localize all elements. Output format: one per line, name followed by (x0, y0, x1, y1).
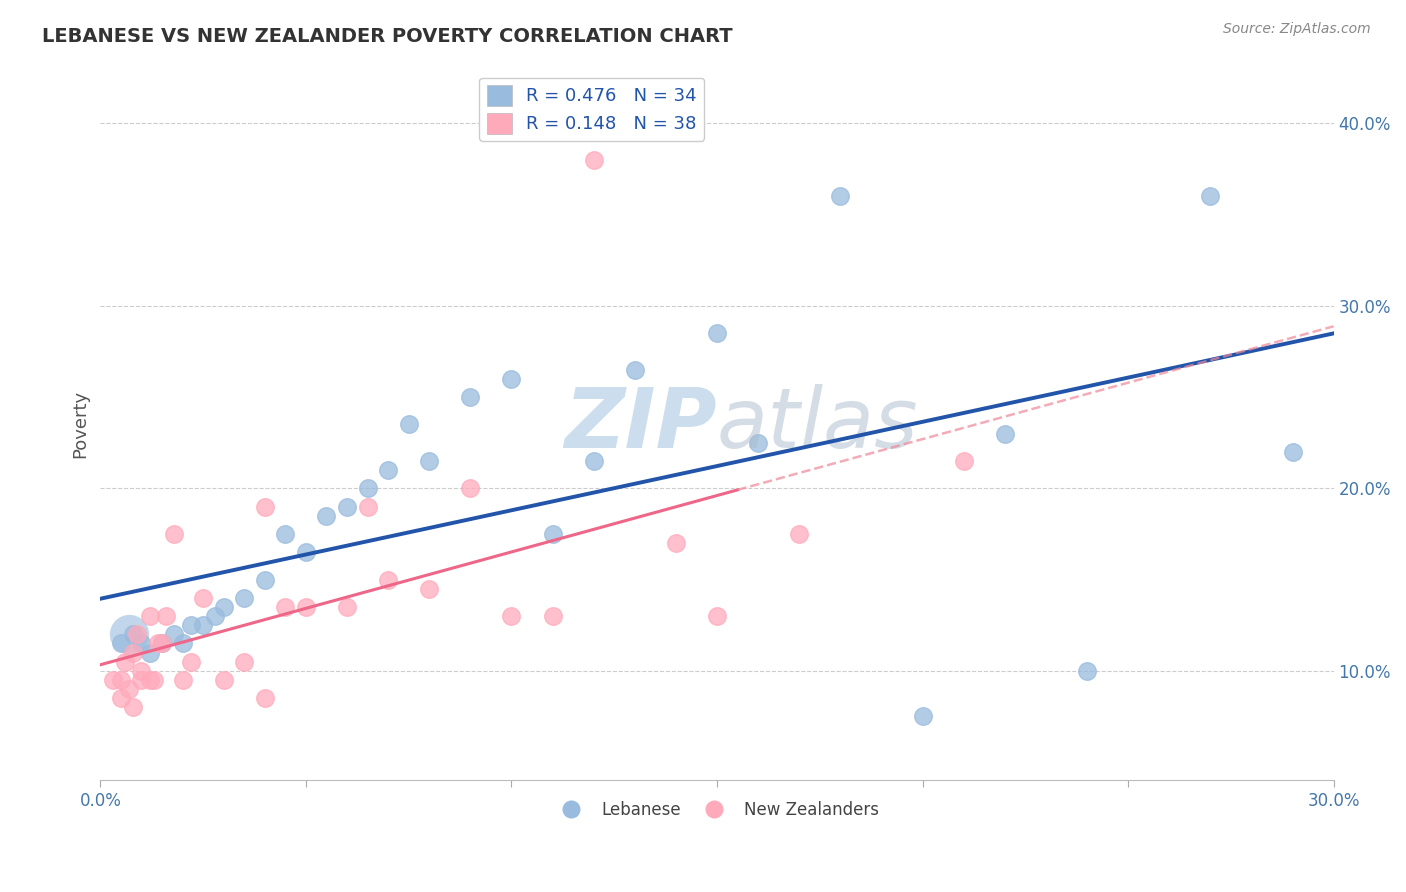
Point (253, 573, 276, 587)
Point (212, 673, 235, 687)
Point (398, 417, 420, 432)
Point (830, 189, 852, 203)
Point (180, 618, 202, 632)
Point (118, 627, 141, 641)
Point (377, 573, 399, 587)
Point (336, 599, 359, 614)
Point (501, 372, 523, 386)
Point (747, 435, 769, 450)
Text: ZIP: ZIP (564, 384, 717, 465)
Point (706, 609, 728, 624)
Point (460, 481, 482, 495)
Point (315, 508, 337, 523)
Point (131, 636, 153, 650)
Point (131, 664, 153, 678)
Text: atlas: atlas (717, 384, 918, 465)
Point (233, 655, 256, 669)
Point (212, 599, 235, 614)
Point (253, 691, 276, 706)
Point (114, 655, 136, 669)
Point (418, 454, 440, 468)
Legend: Lebanese, New Zealanders: Lebanese, New Zealanders (548, 794, 886, 825)
Point (122, 646, 145, 660)
Point (204, 609, 226, 624)
Point (150, 636, 173, 650)
Point (122, 700, 145, 714)
Text: Source: ZipAtlas.com: Source: ZipAtlas.com (1223, 22, 1371, 37)
Point (138, 673, 160, 687)
Point (172, 673, 194, 687)
Point (336, 500, 359, 514)
Point (233, 591, 256, 605)
Point (295, 599, 318, 614)
Point (253, 500, 276, 514)
Point (356, 481, 378, 495)
Point (274, 527, 297, 541)
Point (101, 673, 124, 687)
Point (146, 636, 169, 650)
Point (377, 463, 399, 477)
Point (118, 681, 141, 696)
Point (131, 673, 153, 687)
Point (706, 326, 728, 340)
Point (155, 609, 177, 624)
Point (172, 636, 194, 650)
Point (665, 536, 688, 550)
Y-axis label: Poverty: Poverty (72, 391, 89, 458)
Point (142, 673, 165, 687)
Point (110, 673, 132, 687)
Point (787, 527, 810, 541)
Point (582, 153, 605, 167)
Point (110, 691, 132, 706)
Point (150, 636, 173, 650)
Point (122, 627, 145, 641)
Point (1199, 189, 1222, 203)
Point (191, 591, 214, 605)
Point (191, 618, 214, 632)
Point (110, 636, 132, 650)
Point (460, 390, 482, 404)
Point (274, 599, 297, 614)
Point (295, 545, 318, 559)
Point (952, 454, 974, 468)
Point (163, 627, 186, 641)
Point (127, 627, 149, 641)
Point (418, 582, 440, 596)
Point (138, 609, 160, 624)
Point (1076, 664, 1098, 678)
Point (541, 527, 564, 541)
Point (582, 454, 605, 468)
Point (1281, 444, 1303, 458)
Point (356, 500, 378, 514)
Point (163, 527, 186, 541)
Point (623, 362, 645, 376)
Point (501, 609, 523, 624)
Text: LEBANESE VS NEW ZEALANDER POVERTY CORRELATION CHART: LEBANESE VS NEW ZEALANDER POVERTY CORREL… (42, 27, 733, 45)
Point (138, 646, 160, 660)
Point (541, 609, 564, 624)
Point (994, 426, 1017, 441)
Point (911, 709, 934, 723)
Point (180, 655, 202, 669)
